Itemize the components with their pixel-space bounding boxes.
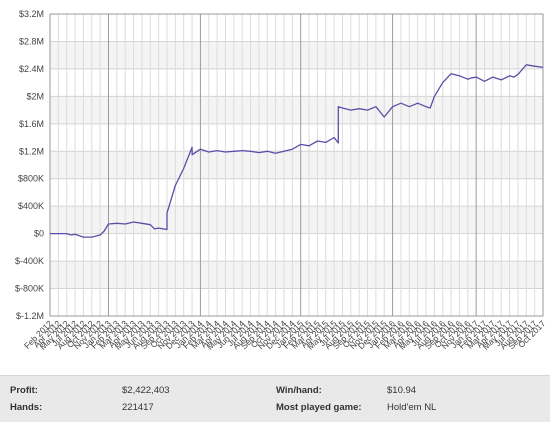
y-tick-label: $2M (26, 91, 44, 101)
win-hand-label: Win/hand: (276, 385, 322, 396)
y-tick-label: $3.2M (19, 9, 44, 19)
profit-label: Profit: (10, 385, 38, 396)
grid-band (50, 41, 543, 69)
hands-value: 221417 (122, 402, 154, 413)
y-tick-label: $2.4M (19, 64, 44, 74)
grid-band (50, 151, 543, 179)
y-tick-label: $-400K (15, 256, 44, 266)
win-hand-value: $10.94 (387, 385, 417, 396)
grid-band (50, 96, 543, 124)
stats-panel: Profit: $2,422,403 Win/hand: $10.94 Hand… (0, 375, 550, 422)
y-tick-label: $-800K (15, 284, 44, 294)
profit-value: $2,422,403 (122, 385, 170, 396)
profit-series-line (50, 64, 544, 238)
grid-band (50, 261, 543, 289)
grid-band (50, 206, 543, 234)
y-tick-label: $-1.2M (16, 311, 44, 321)
chart-area: $3.2M $2.8M $2.4M $2M $1.6M $1.2M $800K $400K $0… (15, 9, 548, 352)
y-tick-label: $800K (18, 174, 44, 184)
profit-chart: $3.2M $2.8M $2.4M $2M $1.6M $1.2M $800K $400K $0… (15, 9, 548, 352)
y-tick-label: $400K (18, 201, 44, 211)
y-tick-label: $2.8M (19, 36, 44, 46)
most-played-game-label: Most played game: (276, 402, 362, 413)
y-tick-label: $1.2M (19, 146, 44, 156)
hands-label: Hands: (10, 402, 43, 413)
most-played-game-value: Hold'em NL (387, 402, 437, 413)
y-tick-label: $0 (34, 229, 44, 239)
y-tick-label: $1.6M (19, 119, 44, 129)
plot-border (49, 13, 544, 317)
